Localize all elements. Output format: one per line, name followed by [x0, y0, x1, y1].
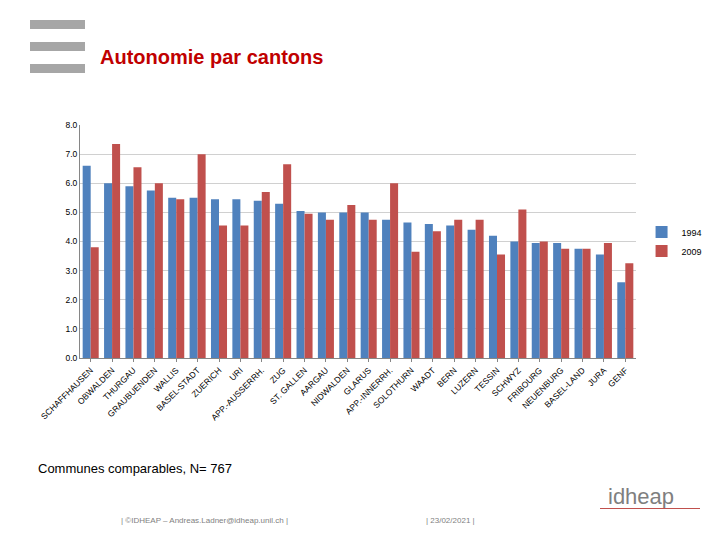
svg-text:Autonomie par cantons: Autonomie par cantons: [100, 46, 323, 68]
svg-text:OBWALDEN: OBWALDEN: [75, 365, 116, 406]
svg-text:LUZERN: LUZERN: [449, 365, 480, 396]
svg-text:NEUENBURG: NEUENBURG: [520, 365, 565, 410]
svg-text:FRIBOURG: FRIBOURG: [505, 365, 544, 404]
svg-text:TESSIN: TESSIN: [473, 365, 502, 394]
svg-text:THURGAU: THURGAU: [101, 365, 138, 402]
svg-text:GRAUBUENDEN: GRAUBUENDEN: [105, 365, 159, 419]
svg-text:SCHAFFHAUSEN: SCHAFFHAUSEN: [39, 365, 95, 421]
svg-text:| ©IDHEAP – Andreas.Ladner@idh: | ©IDHEAP – Andreas.Ladner@idheap.unil.c…: [121, 516, 288, 525]
svg-text:2.0: 2.0: [65, 295, 77, 305]
svg-text:idheap: idheap: [608, 484, 674, 509]
svg-text:JURA: JURA: [586, 365, 609, 388]
svg-text:BASEL-LAND: BASEL-LAND: [542, 365, 586, 409]
svg-text:ZUERICH: ZUERICH: [190, 365, 224, 399]
svg-text:SOLOTHURN: SOLOTHURN: [371, 365, 416, 410]
svg-text:4.0: 4.0: [65, 236, 77, 246]
svg-text:ST. GALLEN: ST. GALLEN: [268, 365, 309, 406]
svg-text:APP.-AUSSERRH.: APP.-AUSSERRH.: [209, 365, 266, 422]
svg-text:SCHWYZ: SCHWYZ: [490, 365, 523, 398]
svg-text:7.0: 7.0: [65, 149, 77, 159]
svg-text:6.0: 6.0: [65, 178, 77, 188]
svg-text:AARGAU: AARGAU: [298, 365, 330, 397]
svg-text:1994: 1994: [682, 228, 702, 238]
svg-text:WAADT: WAADT: [409, 365, 438, 394]
svg-text:0.0: 0.0: [65, 353, 77, 363]
svg-text:GLARUS: GLARUS: [341, 365, 373, 397]
svg-text:APP.-INNERRH.: APP.-INNERRH.: [343, 365, 394, 416]
svg-text:5.0: 5.0: [65, 207, 77, 217]
svg-text:8.0: 8.0: [65, 120, 77, 130]
svg-text:3.0: 3.0: [65, 266, 77, 276]
svg-text:ZUG: ZUG: [268, 365, 288, 385]
svg-text:1.0: 1.0: [65, 324, 77, 334]
svg-text:NIDWALDEN: NIDWALDEN: [309, 365, 352, 408]
svg-text:2009: 2009: [682, 247, 702, 257]
svg-text:Communes comparables, N= 767: Communes comparables, N= 767: [38, 461, 232, 476]
svg-text:WALLIS: WALLIS: [152, 365, 181, 394]
svg-text:BASEL-STADT: BASEL-STADT: [154, 365, 202, 413]
svg-text:URI: URI: [227, 365, 244, 382]
svg-text:| 23/02/2021 |: | 23/02/2021 |: [426, 516, 475, 525]
svg-text:BERN: BERN: [435, 365, 459, 389]
svg-text:GENF: GENF: [606, 365, 630, 389]
